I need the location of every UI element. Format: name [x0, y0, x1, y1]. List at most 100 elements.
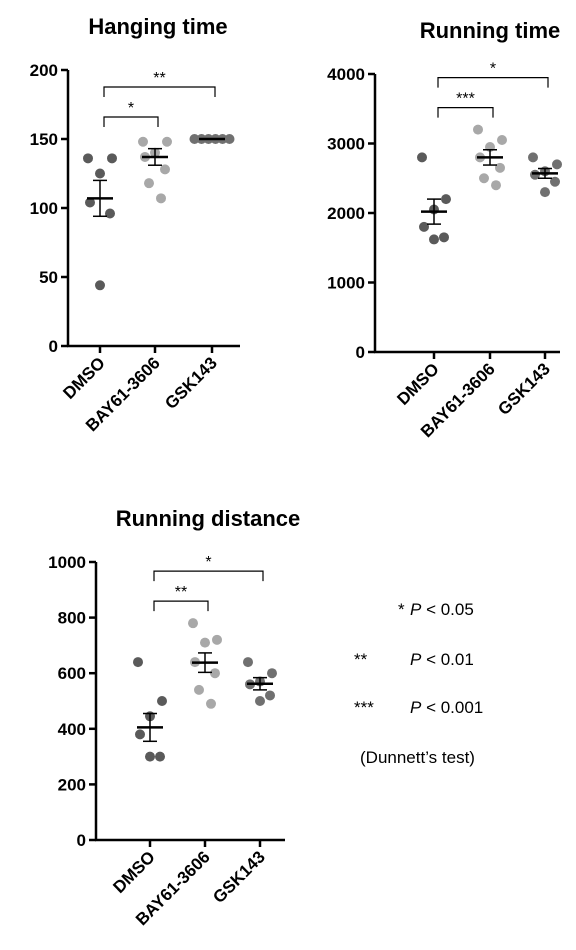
y-tick-label: 1000 [48, 553, 86, 572]
y-tick-label: 200 [30, 61, 58, 80]
x-tick-label: DMSO [109, 847, 158, 896]
data-point [95, 280, 105, 291]
data-point [144, 178, 154, 189]
data-point [83, 153, 93, 164]
data-point [138, 136, 148, 147]
x-tick-label: GSK143 [161, 353, 221, 413]
chart-title: Hanging time [88, 14, 227, 39]
significance-bracket [153, 600, 209, 612]
significance-bracket [153, 570, 264, 582]
data-point [105, 208, 115, 219]
chart-panel-2: Running time01000200030004000DMSOBAY61-3… [327, 18, 562, 441]
x-tick-label: GSK143 [209, 847, 269, 907]
data-point [95, 168, 105, 179]
y-tick-label: 100 [30, 199, 58, 218]
significance-label: * [490, 61, 496, 78]
y-tick-label: 3000 [327, 135, 365, 154]
data-point [200, 637, 210, 648]
data-point [135, 729, 145, 740]
data-point [194, 684, 204, 695]
y-tick-label: 400 [58, 720, 86, 739]
data-point [417, 152, 427, 163]
legend-row-p001: ** P < 0.01 [350, 650, 570, 672]
legend-threshold-text: < 0.001 [421, 698, 484, 717]
legend-p-symbol: P [410, 650, 422, 669]
y-tick-label: 0 [77, 831, 86, 850]
legend-p-symbol: P [410, 600, 422, 619]
significance-label: * [128, 100, 134, 117]
data-point [206, 698, 216, 709]
data-point [224, 134, 235, 144]
legend-threshold-text: < 0.01 [421, 650, 474, 669]
x-tick-label: DMSO [393, 359, 442, 408]
data-point [156, 193, 166, 204]
data-point [155, 751, 165, 762]
y-tick-label: 150 [30, 130, 58, 149]
legend-threshold-text: < 0.05 [421, 600, 474, 619]
y-tick-label: 800 [58, 609, 86, 628]
data-point [85, 197, 95, 208]
data-point [497, 135, 507, 146]
data-point [552, 159, 562, 170]
data-point [265, 690, 275, 701]
chart-panel-1: Hanging time050100150200DMSOBAY61-3606GS… [30, 14, 240, 435]
legend-threshold: P < 0.05 [410, 600, 474, 620]
y-tick-label: 2000 [327, 204, 365, 223]
y-tick-label: 50 [39, 268, 58, 287]
data-point [429, 234, 439, 245]
data-point [528, 152, 538, 163]
legend-row-p0001: *** P < 0.001 [350, 698, 570, 720]
data-point [160, 164, 170, 175]
data-point [540, 187, 550, 198]
significance-label: *** [456, 91, 475, 108]
legend-row-p005: * P < 0.05 [350, 600, 570, 622]
significance-label: ** [153, 70, 165, 87]
significance-legend: * P < 0.05 ** P < 0.01 *** P < 0.001 (Du… [350, 600, 570, 780]
y-tick-label: 0 [49, 337, 58, 356]
data-point [491, 180, 501, 191]
legend-threshold: P < 0.01 [410, 650, 474, 670]
data-point [550, 176, 560, 187]
data-point [441, 194, 451, 205]
data-point [473, 124, 483, 135]
legend-stars: * [398, 600, 405, 619]
y-tick-label: 600 [58, 664, 86, 683]
data-point [162, 136, 172, 147]
data-point [133, 657, 143, 668]
significance-label: ** [175, 584, 187, 601]
data-point [495, 162, 505, 173]
x-tick-label: GSK143 [494, 359, 554, 419]
data-point [210, 668, 220, 679]
significance-bracket [437, 77, 549, 88]
significance-bracket [103, 86, 216, 97]
data-point [212, 634, 222, 645]
significance-label: * [205, 554, 211, 571]
legend-stars: *** [354, 698, 374, 717]
significance-bracket [437, 107, 494, 118]
chart-title: Running time [420, 18, 561, 43]
data-point [189, 134, 200, 144]
legend-threshold: P < 0.001 [410, 698, 483, 718]
y-tick-label: 0 [356, 343, 365, 362]
data-point [243, 657, 253, 668]
data-point [439, 232, 449, 243]
legend-stars: ** [354, 650, 368, 669]
chart-panel-3: Running distance02004006008001000DMSOBAY… [48, 506, 300, 929]
data-point [479, 173, 489, 184]
y-tick-label: 1000 [327, 274, 365, 293]
data-point [157, 696, 167, 706]
y-tick-label: 4000 [327, 65, 365, 84]
chart-title: Running distance [116, 506, 301, 531]
data-point [255, 696, 265, 706]
data-point [145, 751, 155, 762]
legend-p-symbol: P [410, 698, 422, 717]
legend-note: (Dunnett’s test) [360, 748, 475, 767]
data-point [188, 618, 198, 629]
significance-bracket [103, 116, 159, 127]
x-tick-label: DMSO [59, 353, 108, 402]
data-point [267, 668, 277, 679]
data-point [419, 221, 429, 232]
y-tick-label: 200 [58, 775, 86, 794]
data-point [107, 153, 117, 164]
